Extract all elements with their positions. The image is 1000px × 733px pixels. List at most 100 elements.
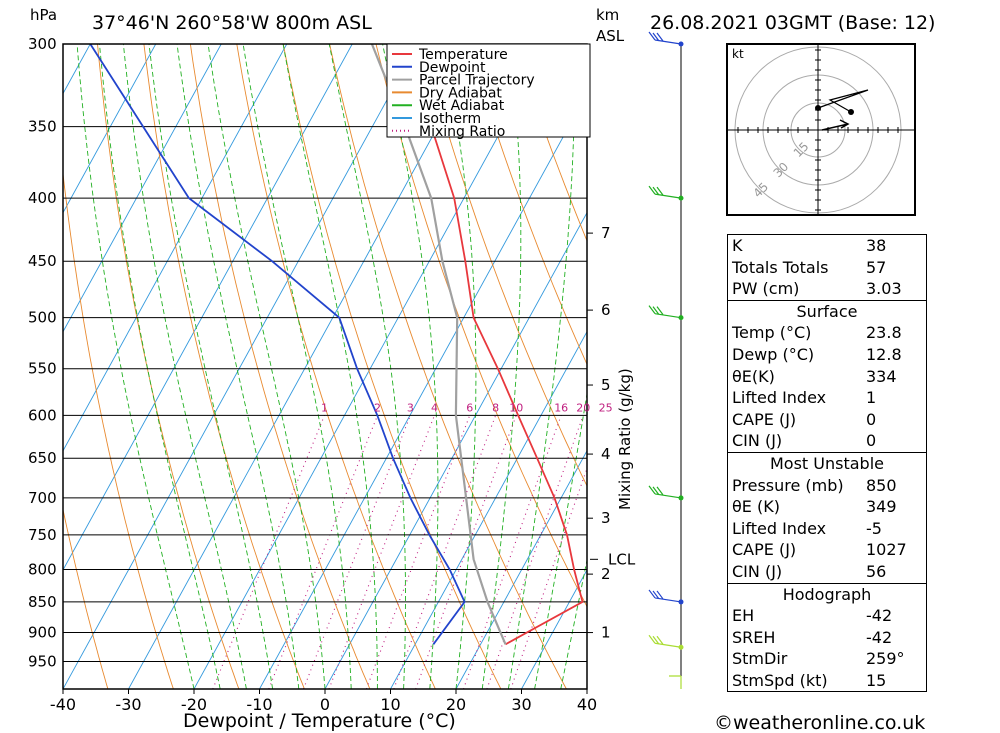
wet-adiabat-line [99,44,221,689]
mixing-ratio-line [328,415,436,689]
hodograph-param-label: StmSpd (kt) [732,670,828,690]
hodograph-param-row: SREH -42 [728,627,926,649]
pressure-tick-label: 550 [28,360,57,378]
dry-adiabat-line [143,44,305,689]
parcel-trajectory-line [370,44,507,645]
height-tick-label: 2 [601,565,611,583]
mixing-ratio-label: 10 [509,401,523,414]
surface-table: Surface Temp (°C) 23.8 Dewp (°C) 12.8 θE(K) 3… [727,300,927,453]
mixing-ratio-line [302,415,411,689]
isotherm-line [63,44,419,689]
height-unit-label: km [596,6,619,24]
legend-entry-label: Dewpoint [419,60,486,76]
index-value: 38 [866,236,887,255]
hodograph-param-label: SREH [732,627,776,647]
pressure-tick-label: 800 [28,560,57,578]
dry-adiabat-line [375,44,587,608]
mixing-ratio-label: 6 [466,401,473,414]
pressure-tick-label: 600 [28,406,57,424]
height-tick-label: 7 [601,224,611,242]
mixing-ratio-label: 16 [554,401,568,414]
pressure-tick-label: 450 [28,252,57,270]
wet-adiabat-line [586,686,587,689]
legend-entry-label: Temperature [418,47,508,63]
isotherm-line [63,44,222,333]
mixing-ratio-axis-label: Mixing Ratio (g/kg) [616,368,634,510]
mixing-ratio-label: 1 [321,401,328,414]
hodograph-point [815,105,821,111]
hodograph-trace [817,89,869,113]
dry-adiabat-line [282,44,502,689]
most-unstable-row: Pressure (mb) 850 [728,475,926,497]
surface-row: CIN (J) 0 [728,430,926,452]
most-unstable-label: CIN (J) [732,561,783,581]
dry-adiabat-line [236,44,436,689]
dry-adiabat-line [63,170,174,689]
isotherm-line [63,44,353,571]
hodograph-param-row: StmDir 259° [728,648,926,670]
index-label: PW (cm) [732,279,800,299]
index-label: Totals Totals [732,257,829,277]
wet-adiabat-line [176,44,300,689]
temperature-tick-label: -20 [181,695,207,714]
mixing-ratio-label: 25 [599,401,613,414]
most-unstable-label: CAPE (J) [732,540,797,560]
surface-label: Lifted Index [732,388,827,408]
most-unstable-label: Lifted Index [732,518,827,538]
mixing-ratio-label: 3 [407,401,414,414]
surface-row: Dewp (°C) 12.8 [728,344,926,366]
legend-entry-label: Isotherm [419,111,481,127]
mixing-ratio-label: 8 [492,401,499,414]
surface-value: 1 [866,388,877,408]
hodograph-param-row: StmSpd (kt) 15 [728,670,926,692]
wind-barb [669,675,682,689]
hodograph-point [848,109,854,115]
wind-profile [648,31,684,689]
hodograph-param-value: 259° [866,649,905,669]
plot-axes: 3003504004505005506006507007508008509009… [28,35,636,714]
most-unstable-value: 56 [866,561,887,581]
copyright-text: ©weatheronline.co.uk [714,712,925,733]
surface-label: θE(K) [732,366,775,386]
dry-adiabat-line [63,507,109,689]
temperature-tick-label: -40 [50,695,76,714]
location-title: 37°46'N 260°58'W 800m ASL [92,12,372,34]
most-unstable-value: -5 [866,518,882,538]
legend-entry-label: Parcel Trajectory [419,73,535,89]
surface-label: CIN (J) [732,431,783,451]
mixing-ratio-line [462,415,562,689]
most-unstable-row: θE (K) 349 [728,496,926,518]
temperature-tick-label: 30 [511,695,531,714]
pressure-tick-label: 700 [28,489,57,507]
wet-adiabat-line [534,391,587,689]
mixing-ratio-line [268,415,379,689]
surface-row: Lifted Index 1 [728,387,926,409]
isotherm-line [63,44,157,214]
temperature-tick-label: 20 [446,695,466,714]
wet-adiabat-line [328,44,406,689]
wind-barb [648,589,682,603]
height-tick-label: 5 [601,376,611,394]
surface-label: Dewp (°C) [732,344,815,364]
dry-adiabat-line [422,44,587,487]
height-tick-label: 3 [601,509,611,527]
hodograph-param-label: EH [732,606,755,626]
temperature-tick-label: 40 [577,695,597,714]
pressure-unit-label: hPa [30,6,57,24]
pressure-tick-label: 500 [28,309,57,327]
wind-barb [648,305,682,319]
dewpoint-line [89,44,466,645]
dry-adiabat-line [514,44,587,242]
legend-entry-label: Wet Adiabat [419,98,505,114]
mixing-ratio-label: 20 [576,401,590,414]
index-row: Totals Totals 57 [728,257,926,279]
mixing-ratio-line [212,415,326,689]
index-value: 3.03 [866,279,902,299]
hodograph-unit: kt [732,47,744,61]
most-unstable-value: 850 [866,475,897,495]
hodograph-param-value: 15 [866,670,887,690]
isotherm-line [389,330,587,689]
surface-label: CAPE (J) [732,409,797,429]
